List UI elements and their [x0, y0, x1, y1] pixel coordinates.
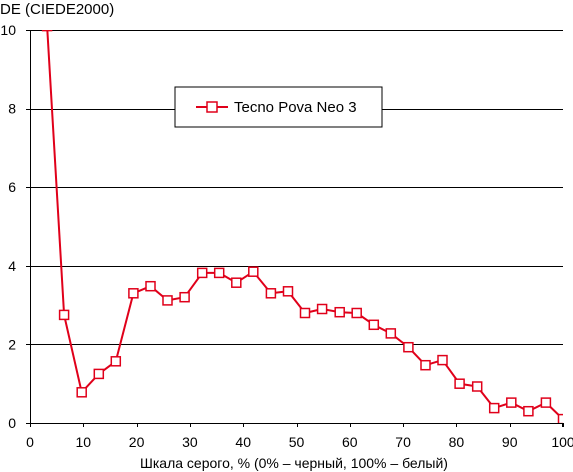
data-point [58, 309, 70, 321]
axes [26, 30, 564, 427]
series-layer [41, 30, 563, 423]
x-tick-labels: 0 10 20 30 40 50 60 70 80 90 100 [26, 434, 573, 450]
x-tick-label: 40 [235, 434, 251, 450]
data-point [145, 280, 156, 292]
x-tick-label: 80 [449, 434, 465, 450]
data-point [334, 306, 345, 318]
data-point [248, 266, 259, 277]
data-point [299, 307, 311, 319]
series-line [46, 30, 563, 420]
data-point [471, 381, 483, 392]
y-tick-labels: 0 2 4 6 8 10 [0, 22, 16, 431]
data-point [523, 405, 534, 417]
legend-label: Tecno Pova Neo 3 [234, 99, 357, 116]
data-point [162, 295, 173, 306]
x-tick-label: 30 [182, 434, 198, 450]
data-point [316, 303, 328, 315]
legend: Tecno Pova Neo 3 [174, 86, 383, 128]
x-tick-label: 10 [76, 434, 92, 450]
x-tick-label: 70 [395, 434, 411, 450]
data-point [385, 328, 397, 339]
y-tick-label: 8 [8, 101, 16, 117]
x-tick-label: 50 [289, 434, 305, 450]
data-point [213, 267, 225, 279]
data-point [196, 267, 208, 279]
data-point [437, 354, 448, 366]
y-tick-label: 0 [8, 415, 16, 431]
x-axis-label: Шкала серого, % (0% – черный, 100% – бел… [140, 455, 448, 471]
y-tick-label: 10 [0, 22, 16, 38]
x-tick-label: 90 [502, 434, 518, 450]
data-point [110, 356, 122, 367]
data-point [454, 378, 465, 389]
grid [30, 30, 563, 345]
data-point [540, 397, 552, 408]
legend-marker [206, 101, 218, 113]
x-tick-label: 100 [551, 434, 573, 450]
data-point [403, 341, 414, 353]
y-axis-label: DE (CIEDE2000) [0, 1, 114, 18]
y-tick-label: 2 [8, 336, 16, 352]
data-point [76, 387, 87, 398]
x-tick-label: 60 [342, 434, 358, 450]
data-point [179, 291, 190, 303]
data-point [282, 286, 294, 297]
data-point [231, 277, 242, 288]
data-point [93, 368, 105, 380]
data-point [41, 30, 53, 32]
data-point [351, 307, 362, 319]
data-point [128, 288, 139, 299]
data-point [488, 402, 500, 414]
data-point [557, 413, 563, 423]
y-tick-label: 4 [8, 258, 16, 274]
data-point [265, 288, 277, 299]
x-tick-label: 0 [26, 434, 34, 450]
data-point [368, 319, 380, 331]
data-point [420, 359, 431, 371]
x-tick-label: 20 [129, 434, 145, 450]
data-point [506, 397, 517, 408]
y-tick-label: 6 [8, 179, 16, 195]
